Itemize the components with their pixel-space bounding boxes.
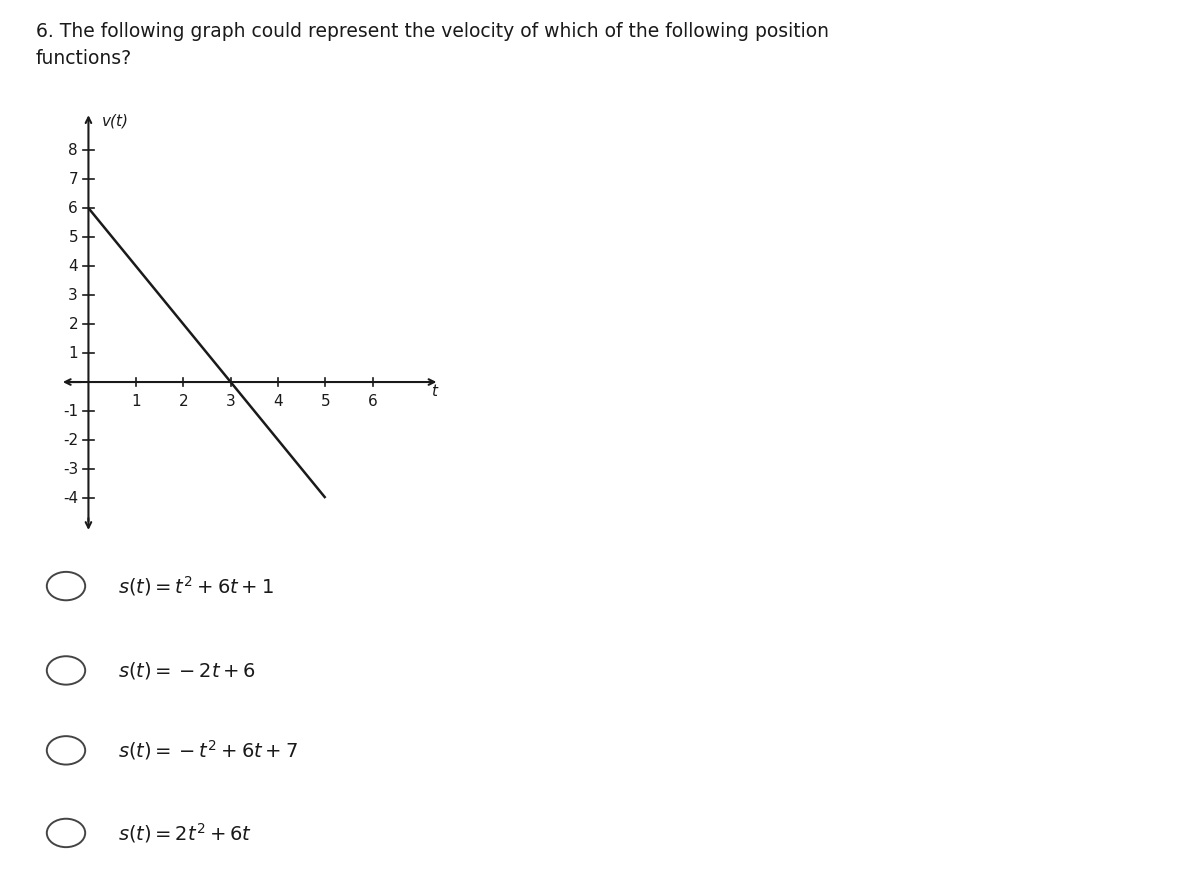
Text: 2: 2 (179, 394, 188, 409)
Text: 1: 1 (131, 394, 140, 409)
Text: -1: -1 (62, 403, 78, 418)
Text: t: t (432, 384, 438, 399)
Text: $s(t) = -2t + 6$: $s(t) = -2t + 6$ (118, 660, 256, 681)
Text: 6. The following graph could represent the velocity of which of the following po: 6. The following graph could represent t… (36, 22, 829, 41)
Text: 5: 5 (68, 229, 78, 244)
Text: 5: 5 (320, 394, 330, 409)
Text: 3: 3 (226, 394, 235, 409)
Text: 1: 1 (68, 345, 78, 361)
Text: 2: 2 (68, 316, 78, 331)
Text: 3: 3 (68, 288, 78, 303)
Text: 6: 6 (368, 394, 378, 409)
Text: v(t): v(t) (102, 114, 128, 129)
Text: -4: -4 (62, 490, 78, 505)
Text: $s(t) = t^2 + 6t + 1$: $s(t) = t^2 + 6t + 1$ (118, 575, 274, 598)
Text: 4: 4 (68, 258, 78, 274)
Text: 6: 6 (68, 201, 78, 216)
Text: functions?: functions? (36, 49, 132, 67)
Text: -3: -3 (62, 462, 78, 477)
Text: $s(t) = 2t^2 + 6t$: $s(t) = 2t^2 + 6t$ (118, 821, 252, 844)
Text: $s(t) = -t^2 + 6t + 7$: $s(t) = -t^2 + 6t + 7$ (118, 739, 298, 762)
Text: 4: 4 (274, 394, 283, 409)
Text: 7: 7 (68, 171, 78, 186)
Text: 8: 8 (68, 143, 78, 157)
Text: -2: -2 (62, 432, 78, 448)
